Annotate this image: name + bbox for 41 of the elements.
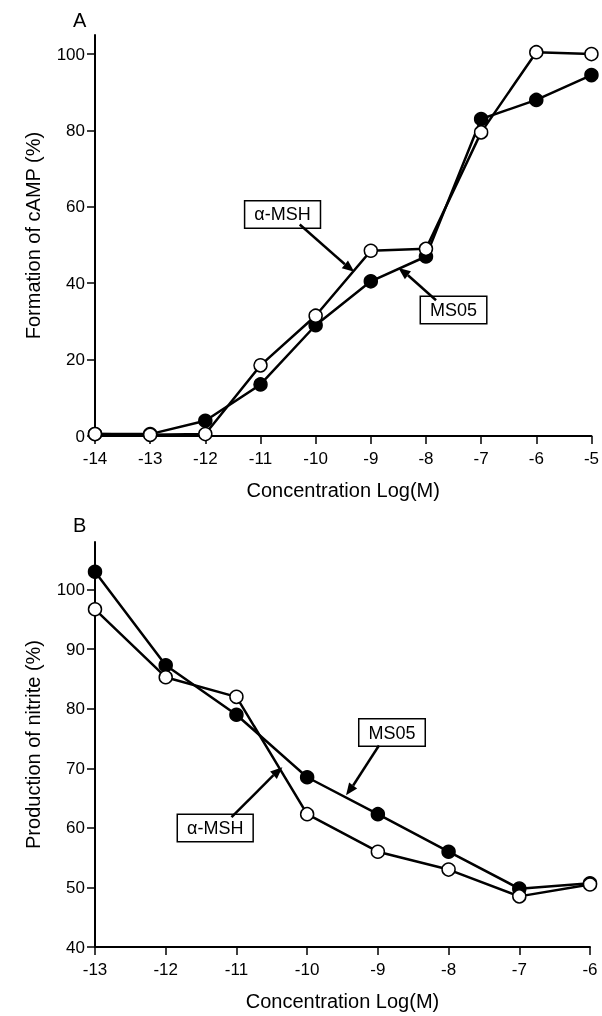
text: α-MSH xyxy=(254,204,311,225)
x-tick-label: -6 xyxy=(528,449,544,468)
y-tick-label: 60 xyxy=(66,818,85,838)
x-axis-title: Concentration Log(M) xyxy=(246,479,440,501)
x-tick-label: -6 xyxy=(582,960,598,979)
x-tick-label: -7 xyxy=(473,449,489,468)
y-tick-label: 40 xyxy=(66,937,85,957)
x-tick-label: -5 xyxy=(583,449,599,468)
legend-label: α-MSH xyxy=(187,817,244,838)
x-tick-label: -9 xyxy=(363,449,379,468)
y-axis-title: Production of nitrite (%) xyxy=(22,640,44,849)
text: MS05 xyxy=(368,722,416,743)
y-tick-label: 100 xyxy=(56,580,85,600)
y-tick-label: 80 xyxy=(66,120,85,140)
y-tick-label: 20 xyxy=(66,350,85,370)
y-tick-label: 100 xyxy=(56,44,85,64)
x-tick-label: -9 xyxy=(370,960,386,979)
x-tick-label: -10 xyxy=(294,960,320,979)
y-tick-label: 0 xyxy=(75,426,85,446)
x-tick-label: -13 xyxy=(82,960,108,979)
y-tick-label: 70 xyxy=(66,758,85,778)
chart-title: A xyxy=(73,9,87,31)
chart-title: B xyxy=(73,514,87,536)
y-axis-title: Formation of cAMP (%) xyxy=(22,131,44,340)
legend-label: MS05 xyxy=(430,299,478,320)
x-tick-label: -8 xyxy=(441,960,457,979)
x-tick-label: -7 xyxy=(511,960,527,979)
x-tick-label: -12 xyxy=(153,960,178,979)
x-axis-title: Concentration Log(M) xyxy=(245,990,440,1012)
x-tick-label: -13 xyxy=(137,449,163,468)
x-tick-label: -12 xyxy=(193,449,218,468)
x-tick-label: -10 xyxy=(303,449,328,468)
y-tick-label: 40 xyxy=(66,273,85,293)
y-tick-label: 90 xyxy=(66,639,85,659)
y-tick-label: 80 xyxy=(66,699,85,719)
x-tick-label: -8 xyxy=(418,449,434,468)
y-tick-label: 60 xyxy=(66,197,85,217)
x-tick-label: -11 xyxy=(248,449,273,468)
x-tick-label: -14 xyxy=(82,449,108,468)
x-tick-label: -11 xyxy=(224,960,249,979)
y-tick-label: 50 xyxy=(66,877,85,897)
